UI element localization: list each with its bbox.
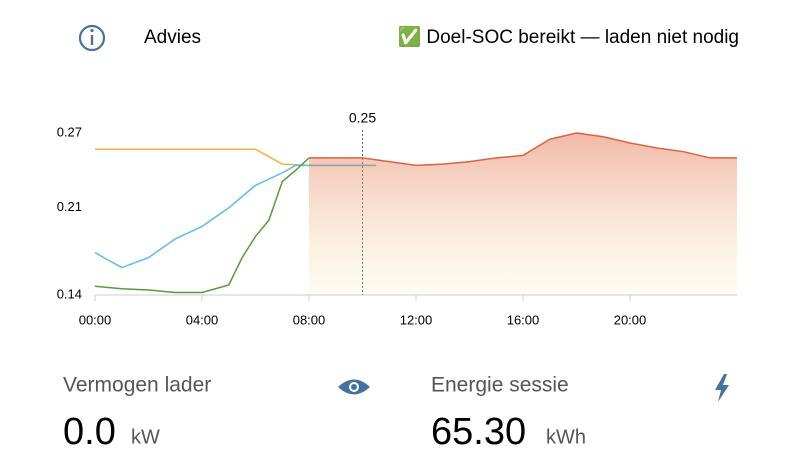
line	[94, 157, 310, 294]
eye-icon	[351, 384, 357, 390]
x-tick-label: 20:00	[614, 312, 647, 327]
bolt-icon	[715, 374, 729, 402]
chart: 0.14 0.21 0.27 00:00 04:00 08:00 12:00 16:00 20:…	[57, 110, 737, 327]
x-tick-label: 04:00	[186, 312, 219, 327]
advies-label: Advies	[144, 27, 201, 48]
y-tick-label: 0.14	[57, 286, 82, 301]
status: ✅ Doel-SOC bereikt — laden niet nodig	[397, 25, 739, 48]
card-title: Energie sessie	[431, 374, 569, 397]
card-title: Vermogen lader	[63, 374, 211, 397]
card-unit: kWh	[546, 426, 586, 448]
card-unit: kW	[131, 426, 160, 448]
annotation-label: 0.25	[349, 110, 376, 126]
area	[309, 133, 737, 295]
x-tick-label: 00:00	[79, 312, 112, 327]
y-tick-label: 0.27	[57, 124, 82, 139]
y-tick-label: 0.21	[57, 199, 82, 214]
card-value: 0.0	[63, 411, 116, 453]
info-icon	[78, 24, 106, 52]
info-icon	[90, 28, 94, 33]
line	[94, 164, 376, 269]
card-value: 65.30	[431, 411, 526, 453]
line	[309, 132, 737, 167]
x-tick-label: 12:00	[400, 312, 433, 327]
x-tick-label: 08:00	[293, 312, 326, 327]
x-tick-label: 16:00	[507, 312, 540, 327]
